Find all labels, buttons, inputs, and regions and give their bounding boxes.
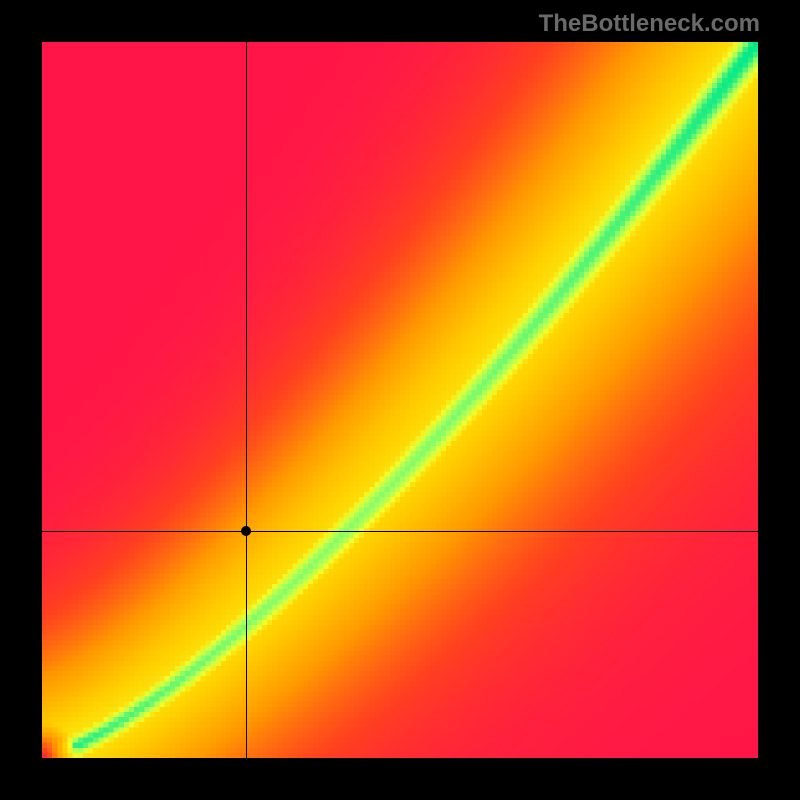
crosshair-vertical (246, 42, 247, 758)
crosshair-marker (241, 526, 251, 536)
crosshair-horizontal (42, 531, 758, 532)
bottleneck-heatmap (42, 42, 758, 758)
watermark-text: TheBottleneck.com (539, 10, 760, 38)
